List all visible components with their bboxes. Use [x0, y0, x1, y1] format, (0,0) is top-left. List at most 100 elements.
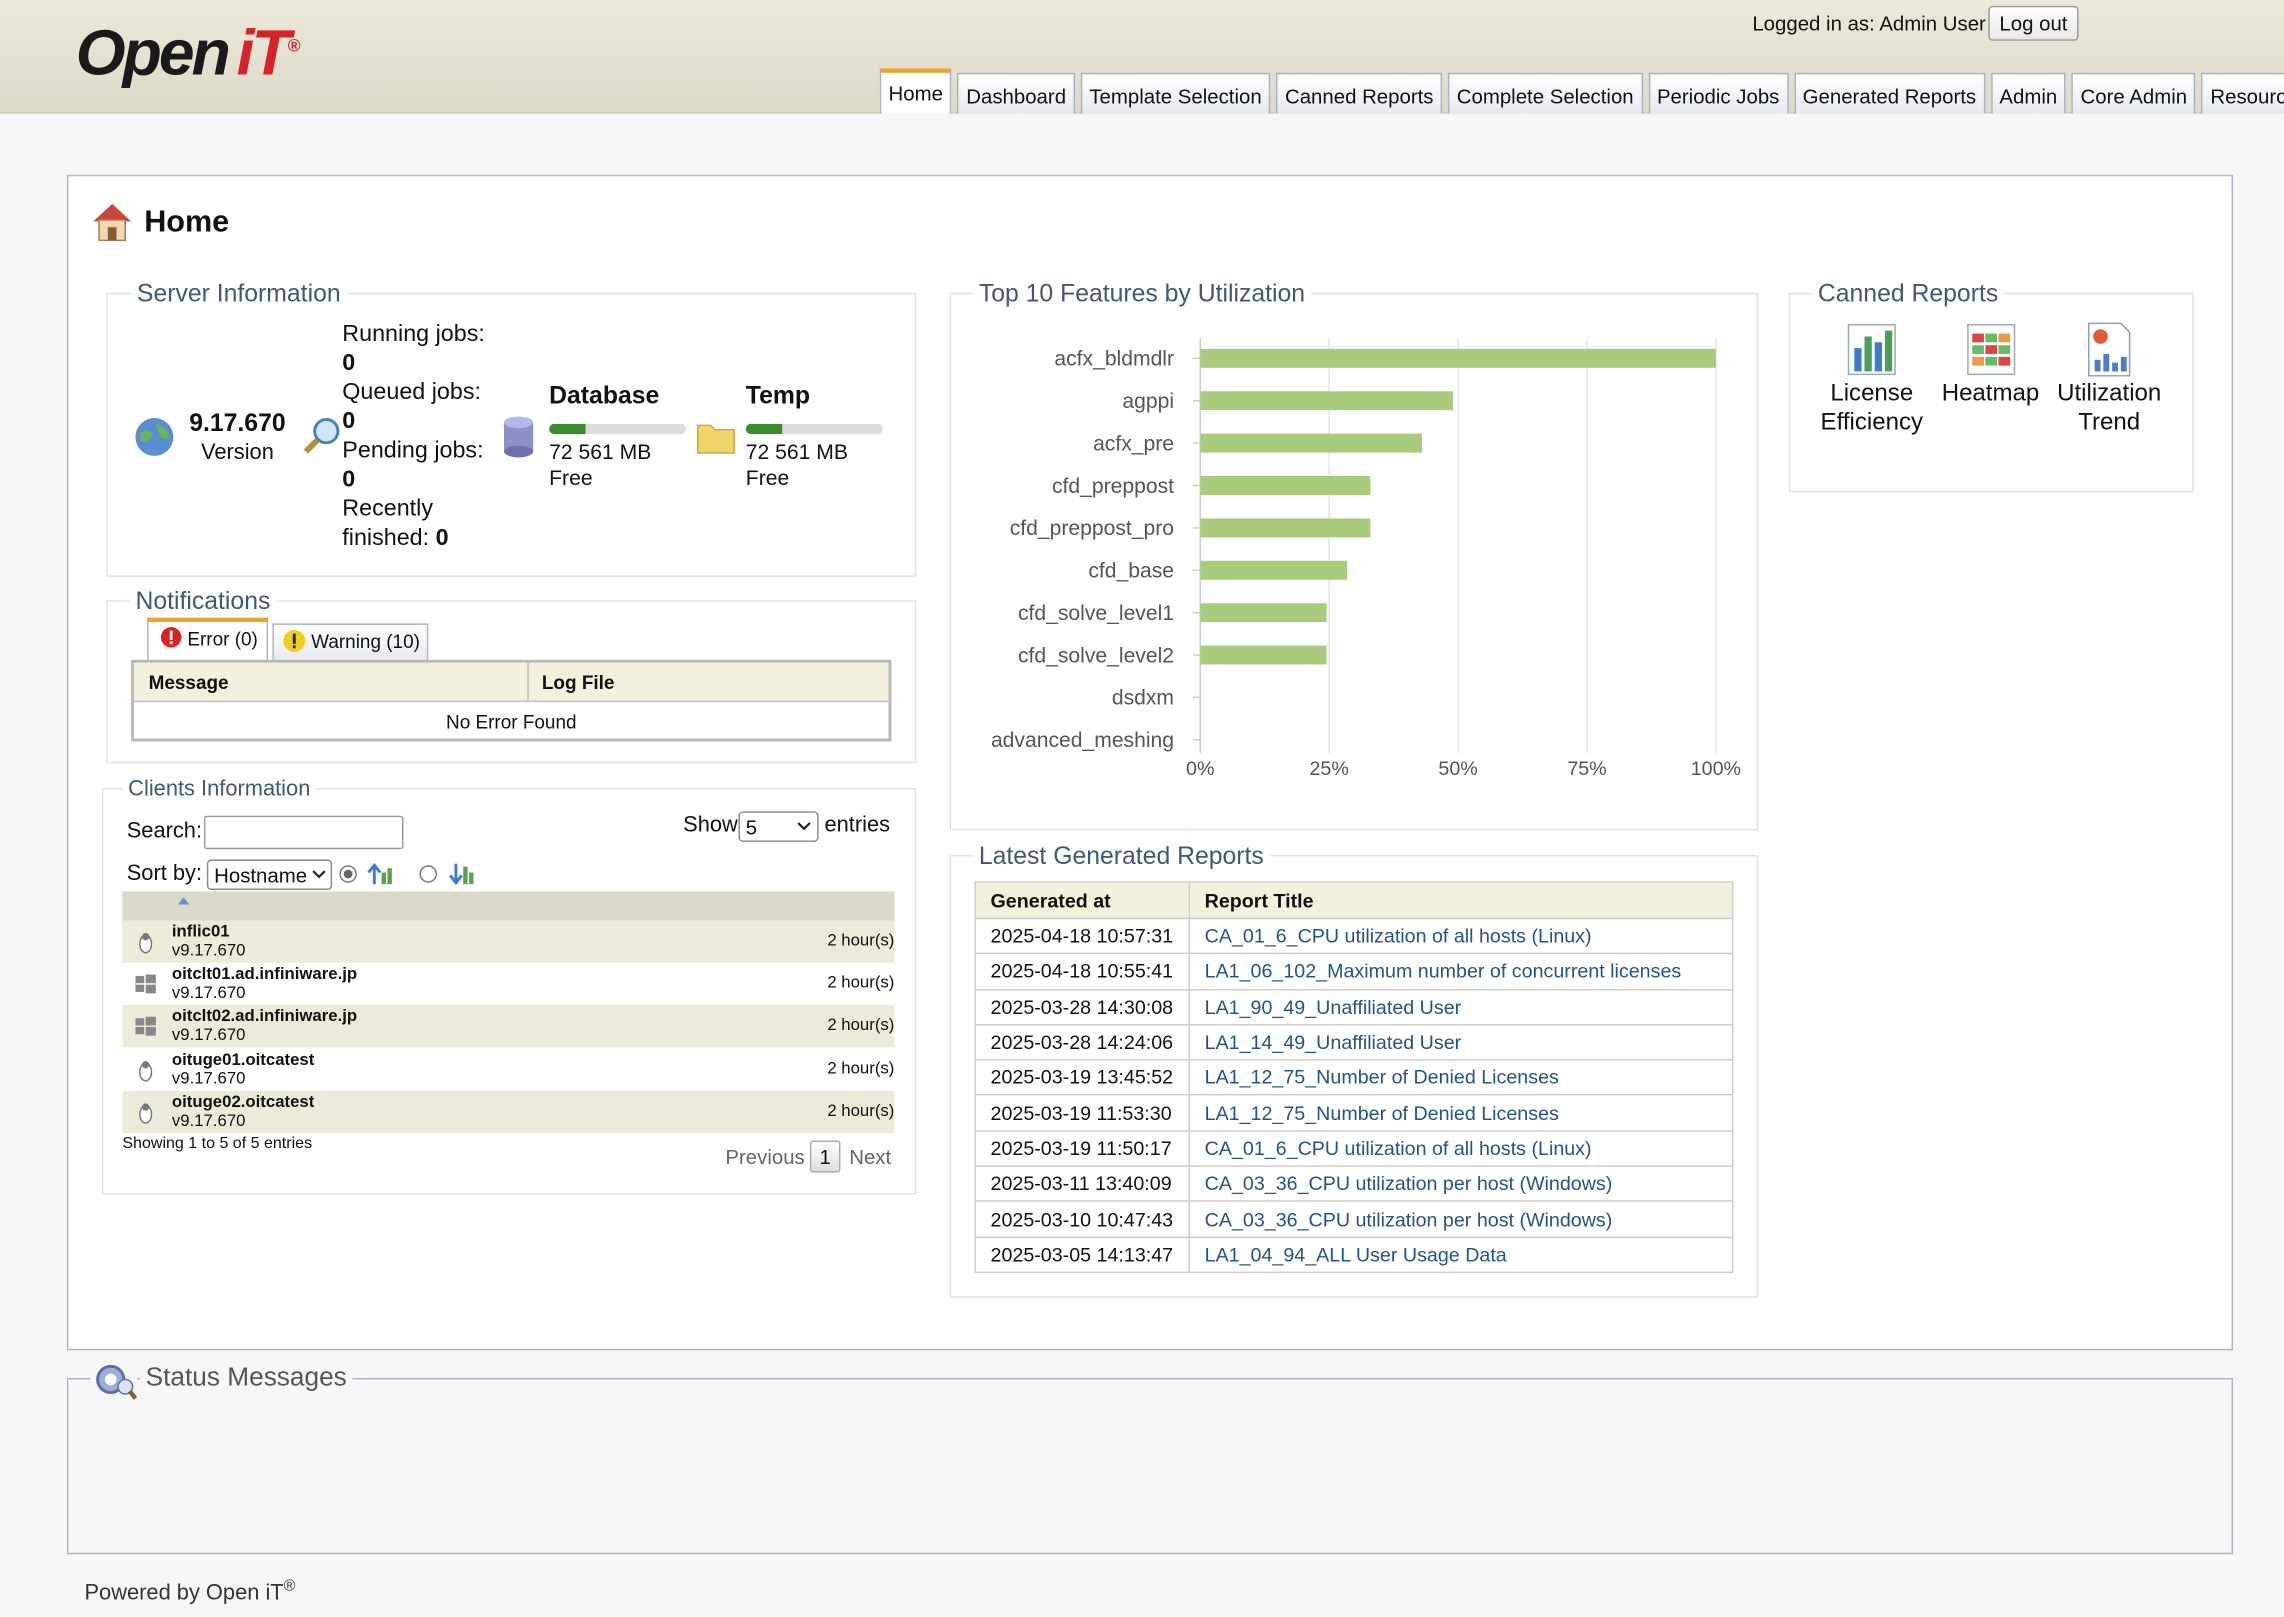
nav-tab[interactable]: Template Selection [1080, 72, 1271, 114]
home-icon [93, 203, 132, 242]
usage-fill [549, 423, 587, 435]
job-row: Recently finished: 0 [342, 495, 499, 553]
search-input[interactable] [203, 815, 404, 850]
folder-icon [696, 424, 735, 454]
client-host: oituge02.oitcatest [171, 1093, 315, 1112]
canned-report-label[interactable]: License Efficiency [1820, 380, 1923, 436]
report-date: 2025-04-18 10:55:41 [974, 953, 1191, 990]
report-date: 2025-03-28 14:30:08 [974, 988, 1191, 1026]
nav-tab[interactable]: Periodic Jobs [1648, 72, 1789, 114]
bar [1200, 560, 1348, 580]
job-value: 0 [342, 351, 356, 376]
logo-mark: iT [236, 17, 291, 89]
nav-tab[interactable]: Dashboard [957, 72, 1075, 114]
report-row: 2025-04-18 10:55:41 LA1_06_102_Maximum nu… [974, 953, 1734, 990]
show-label: Show [683, 812, 738, 838]
canned-report-label[interactable]: Heatmap [1941, 380, 2040, 407]
error-tab[interactable]: Error (0) [147, 617, 269, 662]
nav-tab[interactable]: Resources [2201, 72, 2284, 114]
panel-legend: Clients Information [122, 776, 317, 802]
report-link[interactable]: LA1_12_75_Number of Denied Licenses [1188, 1094, 1734, 1132]
bar [1200, 391, 1453, 411]
report-date: 2025-03-11 13:40:09 [974, 1165, 1191, 1203]
job-label: Pending jobs: [342, 438, 484, 464]
report-link[interactable]: LA1_04_94_ALL User Usage Data [1188, 1236, 1734, 1274]
panel-legend: Server Information [131, 279, 347, 309]
panel-legend: Notifications [129, 587, 277, 617]
linux-icon [139, 932, 153, 954]
windows-icon [135, 974, 156, 994]
report-link[interactable]: CA_01_6_CPU utilization of all hosts (Li… [1188, 1130, 1734, 1167]
sort-indicator [177, 897, 190, 905]
page-size-select[interactable]: 5 [738, 811, 819, 842]
x-tick-label: 0% [1186, 758, 1214, 780]
report-row: 2025-03-10 10:47:43 CA_03_36_CPU utilizat… [974, 1200, 1734, 1238]
report-link[interactable]: CA_03_36_CPU utilization per host (Windo… [1188, 1165, 1734, 1203]
x-tick-label: 100% [1691, 758, 1741, 780]
warning-tab[interactable]: Warning (10) [272, 623, 429, 660]
footer: Powered by Open iT® [84, 1578, 295, 1606]
logout-button[interactable]: Log out [1988, 5, 2079, 41]
nav-tab[interactable]: Generated Reports [1793, 72, 1985, 114]
x-tick-label: 50% [1438, 758, 1477, 780]
jobs-list: Running jobs: 0 Queued jobs: 0 Pending job… [342, 320, 499, 553]
report-link[interactable]: CA_03_36_CPU utilization per host (Windo… [1188, 1200, 1734, 1238]
next-button[interactable]: Next [849, 1144, 892, 1169]
previous-button[interactable]: Previous [725, 1144, 805, 1169]
logo-registered: ® [287, 35, 301, 56]
report-link[interactable]: LA1_90_49_Unaffiliated User [1188, 988, 1734, 1026]
nav-tab[interactable]: Canned Reports [1276, 72, 1443, 114]
y-tick-label: cfd_preppost [1052, 475, 1174, 498]
column-header: Report Title [1188, 881, 1734, 920]
y-tick-label: agppi [1122, 390, 1174, 413]
report-link[interactable]: LA1_12_75_Number of Denied Licenses [1188, 1059, 1734, 1097]
bar [1200, 518, 1371, 538]
client-row: oitclt02.ad.infiniware.jp v9.17.670 2 hour… [122, 1005, 894, 1048]
version: 9.17.670 [189, 409, 286, 437]
nav-tab[interactable]: Admin [1990, 72, 2066, 114]
report-date: 2025-03-05 14:13:47 [974, 1236, 1191, 1274]
job-value: 0 [342, 467, 356, 493]
report-row: 2025-03-19 13:45:52 LA1_12_75_Number of D… [974, 1059, 1734, 1097]
nav-tab[interactable]: Core Admin [2071, 72, 2196, 114]
canned-report-label[interactable]: Utilization Trend [2057, 380, 2162, 436]
logo-word: Open [75, 17, 231, 89]
report-icon[interactable] [1964, 322, 2016, 377]
page-button[interactable]: 1 [809, 1140, 841, 1173]
column-header: Log File [541, 671, 615, 694]
nav-tab[interactable]: Complete Selection [1448, 72, 1643, 114]
warning-icon [283, 629, 306, 652]
nav-tab[interactable]: Home [879, 68, 952, 114]
report-link[interactable]: LA1_14_49_Unaffiliated User [1188, 1023, 1734, 1061]
report-link[interactable]: CA_01_6_CPU utilization of all hosts (Li… [1188, 917, 1734, 955]
notifications-table: Message Log File No Error Found [131, 659, 892, 742]
panel-legend: Canned Reports [1812, 279, 2005, 309]
report-row: 2025-04-18 10:57:31 CA_01_6_CPU utilizati… [974, 917, 1734, 955]
database-icon [503, 416, 534, 458]
report-icon[interactable] [1846, 322, 1898, 377]
search-label: Search: [126, 818, 203, 844]
x-tick-label: 25% [1310, 758, 1349, 780]
job-label: Running jobs: [342, 321, 485, 347]
storage-size: 72 561 MB [549, 441, 652, 465]
select-arrow [312, 870, 326, 879]
nav-tabs: Home Dashboard Template Selection Canned Re… [879, 68, 2284, 114]
sort-controls[interactable] [336, 861, 482, 887]
client-version: v9.17.670 [171, 1112, 246, 1131]
client-row: oituge02.oitcatest v9.17.670 2 hour(s) [122, 1090, 894, 1133]
job-value: 0 [342, 409, 356, 435]
storage-name: Temp [745, 381, 811, 410]
chart-panel [949, 292, 1759, 831]
report-link[interactable]: LA1_06_102_Maximum number of concurrent … [1188, 953, 1734, 990]
linux-icon [139, 1103, 153, 1124]
sort-select[interactable]: Hostname [206, 859, 333, 891]
client-row: oituge01.oitcatest v9.17.670 2 hour(s) [122, 1048, 894, 1091]
report-row: 2025-03-28 14:24:06 LA1_14_49_Unaffiliate… [974, 1023, 1734, 1061]
y-tick-label: advanced_meshing [991, 729, 1174, 752]
report-icon[interactable] [2083, 322, 2135, 377]
report-date: 2025-03-10 10:47:43 [974, 1200, 1191, 1238]
y-tick-label: cfd_solve_level2 [1018, 644, 1174, 667]
usage-bar [549, 423, 687, 435]
client-host: oitclt01.ad.infiniware.jp [171, 966, 358, 984]
